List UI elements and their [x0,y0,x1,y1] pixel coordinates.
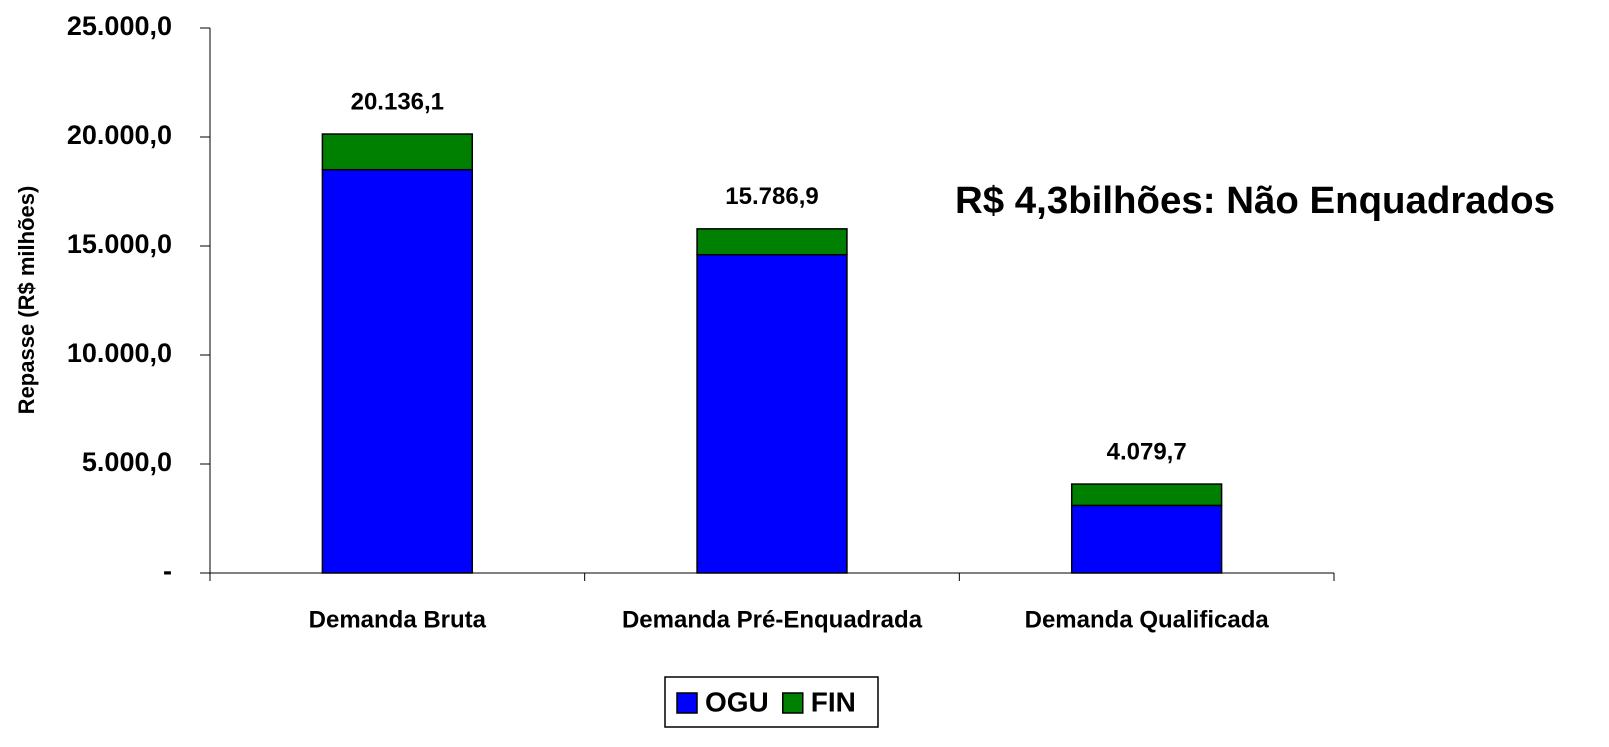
legend-label: FIN [811,686,856,717]
legend-label: OGU [705,686,769,717]
x-tick-label: Demanda Qualificada [1025,606,1270,633]
y-tick-label: 10.000,0 [67,338,172,368]
y-axis-label: Repasse (R$ milhões) [14,186,39,415]
annotation: R$ 4,3bilhões: Não Enquadrados [955,180,1555,222]
y-tick-label: - [163,556,172,586]
y-tick-label: 5.000,0 [82,447,172,477]
bar-segment [1070,504,1223,574]
total-label: 4.079,7 [1107,438,1187,465]
legend-swatch [676,692,698,714]
bar-segment [696,228,848,256]
bar-segment [321,133,474,171]
legend-box [664,676,879,728]
total-label: 15.786,9 [725,183,818,210]
x-tick-label: Demanda Pré-Enquadrada [622,606,923,633]
bar-segment [1070,483,1223,507]
y-tick-label: 15.000,0 [67,229,172,259]
bar-segment [696,253,848,574]
legend-swatch [782,692,804,714]
total-label: 20.136,1 [351,88,444,115]
y-tick-label: 25.000,0 [67,11,172,41]
x-tick-label: Demanda Bruta [309,606,487,633]
y-tick-label: 20.000,0 [67,120,172,150]
bar-segment [321,168,474,574]
